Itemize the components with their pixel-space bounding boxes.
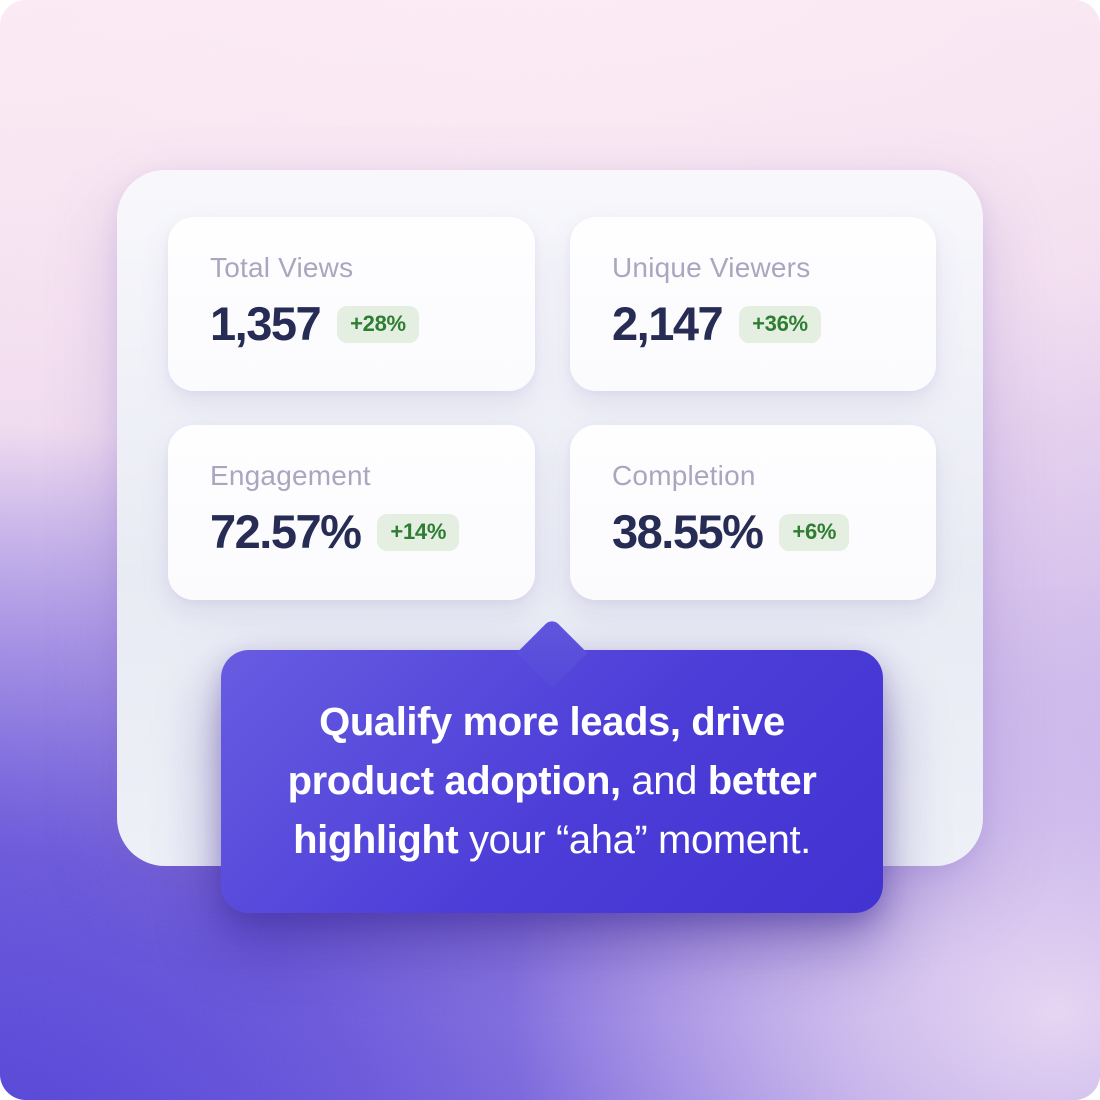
stat-value: 72.57% [210,505,362,558]
stat-label: Unique Viewers [612,252,811,283]
stat-label: Completion [612,460,756,491]
stat-card-engagement: Engagement 72.57% +14% [168,425,535,600]
stat-label: Engagement [210,460,371,491]
stat-card-total-views: Total Views 1,357 +28% [168,217,535,391]
stat-value: 38.55% [612,505,764,558]
delta-badge: +14% [377,513,460,551]
stat-card-unique-viewers: Unique Viewers 2,147 +36% [570,217,936,391]
stat-value: 2,147 [612,297,724,350]
stat-label: Total Views [210,252,354,283]
stat-value: 1,357 [210,297,322,350]
delta-badge: +36% [739,305,821,343]
delta-badge: +6% [779,513,850,551]
delta-badge: +28% [337,305,419,343]
stat-card-completion: Completion 38.55% +6% [570,425,936,600]
callout-tooltip: Qualify more leads, drive product adoptio… [221,617,883,913]
tooltip-text: Qualify more leads, drive product adoptio… [287,700,817,862]
